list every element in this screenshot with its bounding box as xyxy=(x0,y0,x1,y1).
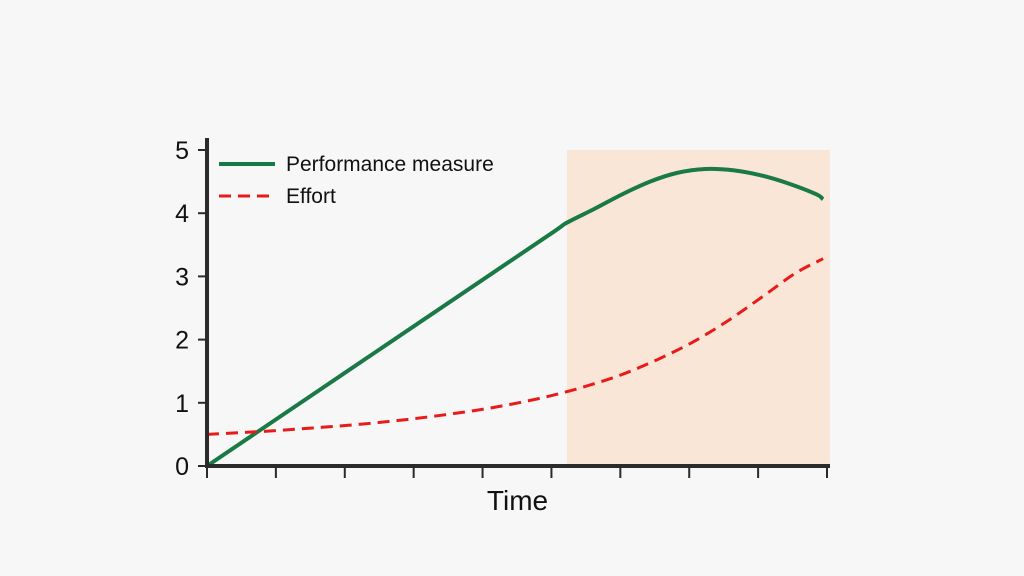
series-line-performance-measure xyxy=(205,166,825,468)
legend: Performance measure Effort xyxy=(219,153,494,208)
y-tick-label: 2 xyxy=(175,327,189,355)
series-layer xyxy=(205,166,825,468)
series-line-effort xyxy=(206,257,824,436)
y-axis-ticks: 0 1 2 3 4 5 xyxy=(175,137,207,481)
y-tick-label: 3 xyxy=(175,263,189,291)
legend-label: Effort xyxy=(286,185,336,208)
x-axis-ticks xyxy=(206,466,828,478)
legend-label: Performance measure xyxy=(286,153,494,176)
y-tick-label: 4 xyxy=(175,200,189,228)
y-tick-label: 1 xyxy=(175,390,189,418)
x-axis-title: Time xyxy=(487,485,548,516)
y-tick-label: 5 xyxy=(175,137,189,165)
y-tick-label: 0 xyxy=(175,453,189,481)
highlight-region xyxy=(566,150,830,466)
